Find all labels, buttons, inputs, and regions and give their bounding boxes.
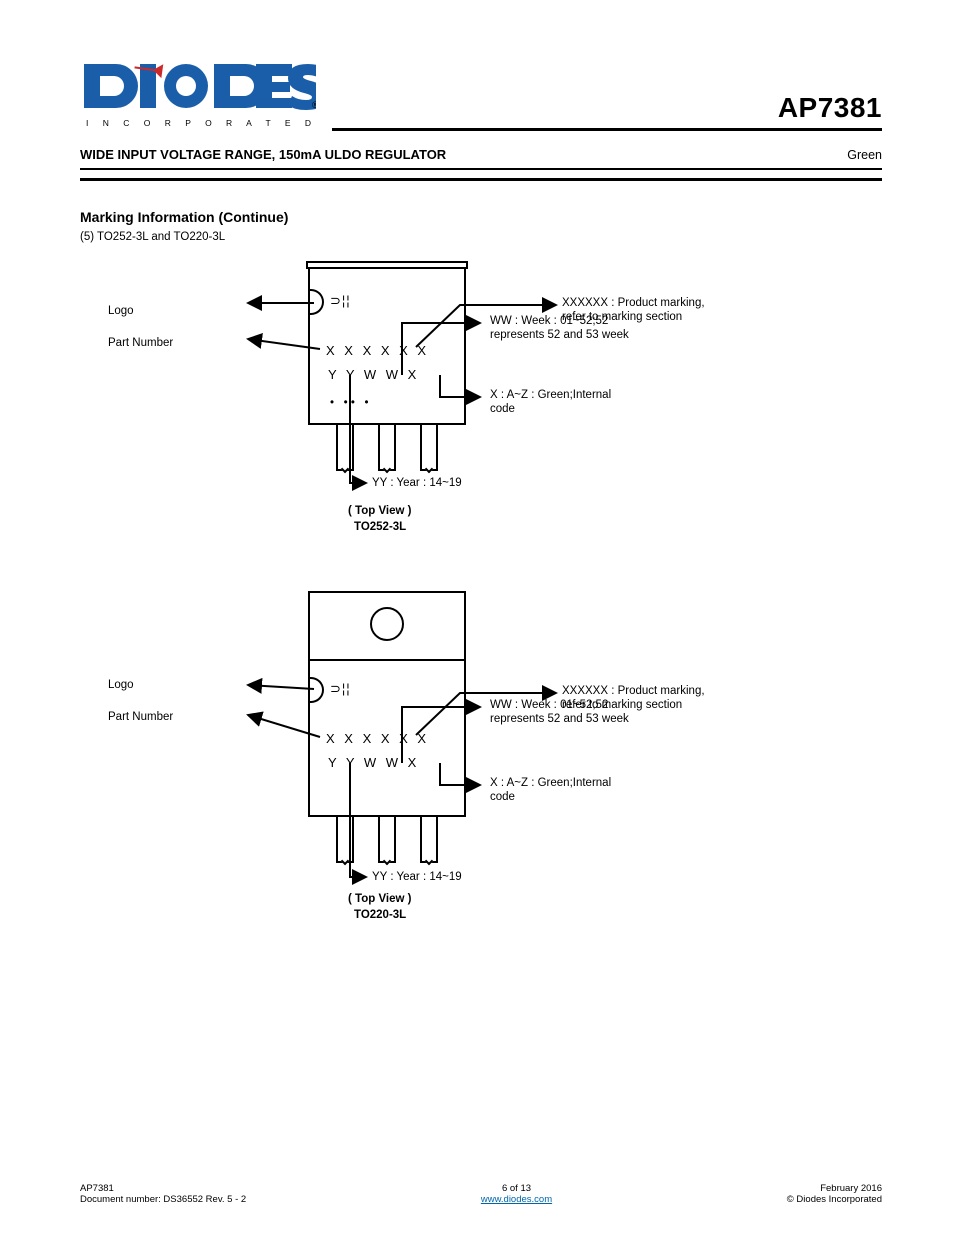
marking-label-2: XXXXXX : Product marking,	[562, 685, 705, 698]
top-view-1: ( Top View )	[348, 505, 411, 518]
marking-ref-2: refer to marking section	[562, 699, 682, 712]
footer-doc: Document number: DS36552 Rev. 5 - 2	[80, 1194, 246, 1205]
title-rule	[332, 128, 882, 131]
yy-label-2: YY : Year : 14~19	[372, 871, 462, 884]
footer-mid: 6 of 13 www.diodes.com	[481, 1183, 552, 1205]
pkg-name-1: TO252-3L	[354, 521, 406, 534]
x-label-2: X : A~Z : Green;Internal	[490, 777, 611, 790]
header: ® I N C O R P O R A T E D AP7381	[80, 52, 882, 139]
footer-page: 6 of 13	[481, 1183, 552, 1194]
diagram-to220: Logo Part Number ⊃¦¦ X X X X X X Y Y W W…	[108, 577, 748, 917]
footer-link[interactable]: www.diodes.com	[481, 1194, 552, 1205]
title-block: AP7381	[332, 92, 882, 139]
diodes-logo: ® I N C O R P O R A T E D	[80, 52, 316, 139]
top-view-2: ( Top View )	[348, 893, 411, 906]
subtitle-left: WIDE INPUT VOLTAGE RANGE, 150mA ULDO REG…	[80, 147, 446, 162]
subtitle-right: Green	[847, 148, 882, 162]
part-number: AP7381	[332, 92, 882, 124]
diagram-to252: Logo Part Number ⊃¦¦ X X X X X X Y Y W W…	[108, 247, 748, 537]
subtitle-underline	[80, 168, 882, 170]
footer: AP7381 Document number: DS36552 Rev. 5 -…	[80, 1183, 882, 1205]
ww2-label-2: represents 52 and 53 week	[490, 713, 629, 726]
section-title: Marking Information (Continue)	[80, 209, 882, 225]
subtitle-thickrule	[80, 178, 882, 181]
x2-label-2: code	[490, 791, 515, 804]
x2-label: code	[490, 403, 515, 416]
marking-ref: refer to marking section	[562, 311, 682, 324]
svg-text:®: ®	[312, 100, 316, 110]
yy-label: YY : Year : 14~19	[372, 477, 462, 490]
pkg-name-2: TO220-3L	[354, 909, 406, 922]
svg-text:I N C O R P O R A T E D: I N C O R P O R A T E D	[86, 118, 316, 128]
subtitle-row: WIDE INPUT VOLTAGE RANGE, 150mA ULDO REG…	[80, 139, 882, 168]
x-label: X : A~Z : Green;Internal	[490, 389, 611, 402]
footer-left: AP7381 Document number: DS36552 Rev. 5 -…	[80, 1183, 246, 1205]
footer-part: AP7381	[80, 1183, 246, 1194]
footer-right: February 2016 © Diodes Incorporated	[787, 1183, 882, 1205]
section-note: (5) TO252-3L and TO220-3L	[80, 231, 882, 243]
footer-date: February 2016	[787, 1183, 882, 1194]
ww2-label: represents 52 and 53 week	[490, 329, 629, 342]
footer-copy: © Diodes Incorporated	[787, 1194, 882, 1205]
marking-label: XXXXXX : Product marking,	[562, 297, 705, 310]
